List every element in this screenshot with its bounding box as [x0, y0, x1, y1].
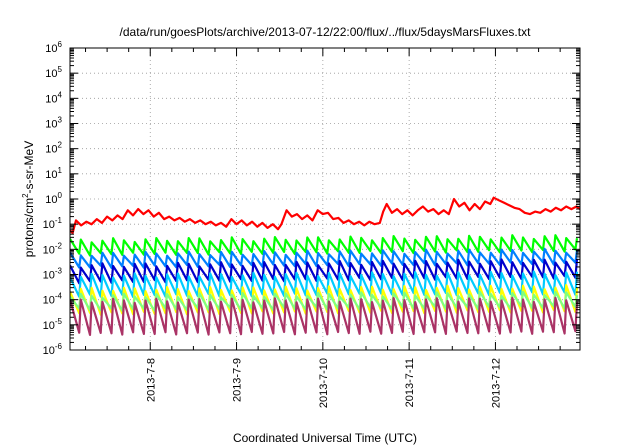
y-tick-label: 102 [45, 141, 62, 156]
y-axis-label-pre: protons/cm [22, 198, 36, 257]
y-axis-label: protons/cm2-s-sr-MeV [21, 141, 36, 257]
x-tick-label: 2013-7-8 [145, 358, 157, 402]
y-tick-exponent: -5 [55, 317, 63, 326]
chart-title: /data/run/goesPlots/archive/2013-07-12/2… [120, 25, 532, 39]
x-tick-label: 2013-7-9 [232, 358, 244, 402]
y-tick-label: 103 [45, 116, 62, 131]
series-line [70, 270, 579, 298]
y-tick-exponent: 6 [58, 40, 63, 49]
y-tick-base: 10 [45, 68, 57, 80]
y-tick-exponent: -1 [55, 216, 63, 225]
x-tick-label: 2013-7-10 [318, 358, 330, 408]
y-tick-label: 10-2 [43, 241, 63, 256]
y-tick-base: 10 [45, 43, 57, 55]
y-tick-label: 10-1 [43, 216, 63, 231]
y-tick-base: 10 [43, 219, 55, 231]
y-tick-label: 10-4 [43, 292, 63, 307]
y-tick-label: 105 [45, 65, 62, 80]
series-line [70, 296, 579, 336]
y-tick-exponent: 5 [58, 65, 63, 74]
y-tick-base: 10 [45, 169, 57, 181]
y-tick-exponent: 2 [58, 141, 63, 150]
y-tick-base: 10 [45, 119, 57, 131]
y-tick-base: 10 [45, 93, 57, 105]
y-tick-label: 10-6 [43, 342, 63, 357]
y-axis-label-post: -s-sr-MeV [22, 141, 36, 194]
y-tick-base: 10 [45, 194, 57, 206]
y-tick-base: 10 [43, 320, 55, 332]
y-tick-base: 10 [45, 144, 57, 156]
y-tick-label: 10-5 [43, 317, 63, 332]
y-axis-ticks: 10-610-510-410-310-210-11001011021031041… [43, 40, 580, 357]
series-line [70, 196, 580, 235]
y-tick-exponent: 4 [58, 90, 63, 99]
x-axis-label: Coordinated Universal Time (UTC) [233, 431, 417, 445]
x-tick-label: 2013-7-12 [490, 358, 502, 408]
y-tick-label: 104 [45, 90, 62, 105]
y-tick-exponent: -2 [55, 241, 63, 250]
series-lines [70, 196, 580, 336]
y-tick-base: 10 [43, 244, 55, 256]
y-tick-label: 101 [45, 166, 62, 181]
y-axis-label-sup: 2 [21, 193, 30, 198]
y-tick-exponent: 1 [58, 166, 63, 175]
y-tick-label: 10-3 [43, 267, 63, 282]
y-tick-label: 100 [45, 191, 62, 206]
y-tick-base: 10 [43, 345, 55, 357]
x-tick-label: 2013-7-11 [404, 358, 416, 407]
y-tick-exponent: -4 [55, 292, 63, 301]
y-tick-label: 106 [45, 40, 62, 55]
y-tick-exponent: -6 [55, 342, 63, 351]
series-line [70, 247, 579, 269]
y-tick-exponent: 3 [58, 116, 63, 125]
series-line [70, 258, 579, 285]
y-tick-exponent: -3 [55, 267, 63, 276]
y-tick-base: 10 [43, 270, 55, 282]
x-axis-ticks: 2013-7-8 2013-7-9 2013-7-10 2013-7-11 2013-7… [85, 48, 561, 408]
series-line [70, 234, 579, 257]
y-tick-base: 10 [43, 295, 55, 307]
y-tick-exponent: 0 [58, 191, 63, 200]
